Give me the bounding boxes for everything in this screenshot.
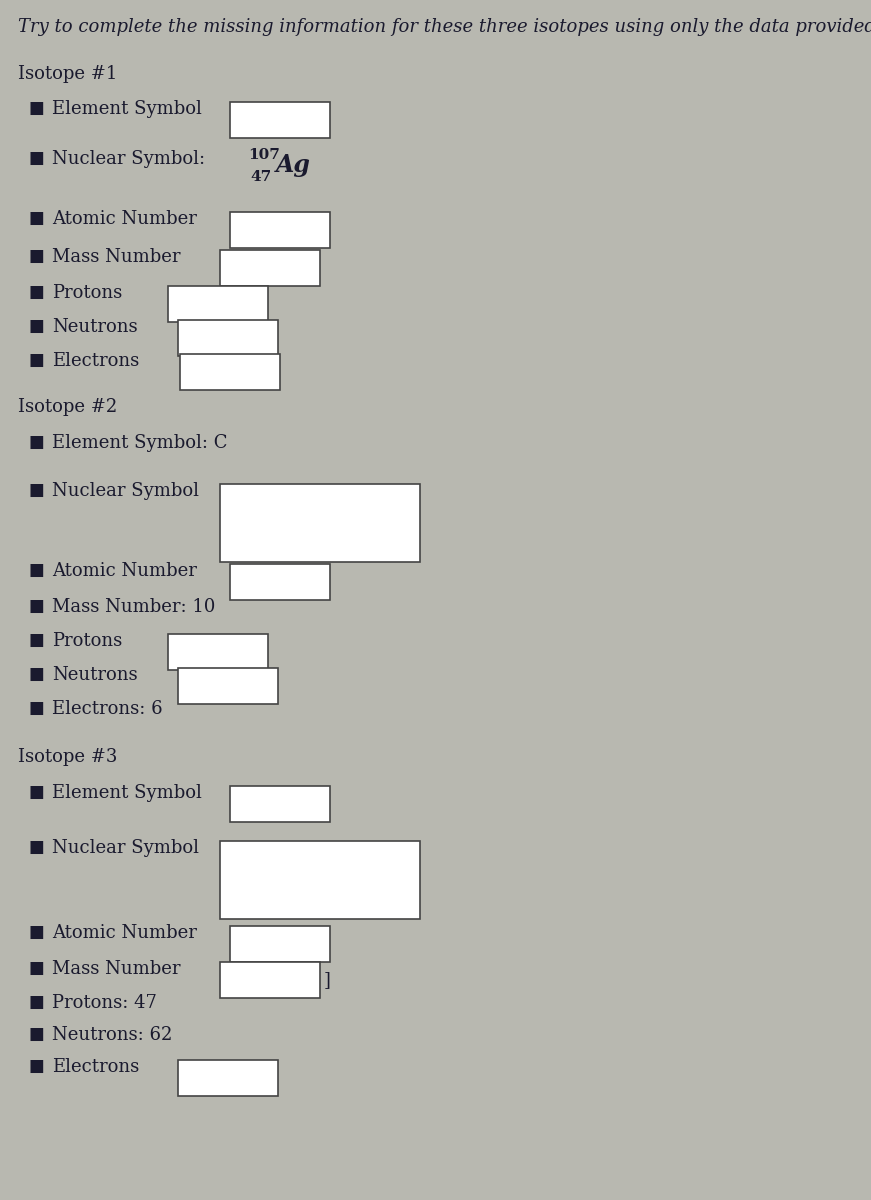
Text: Electrons: Electrons (52, 352, 139, 370)
Bar (168, 286, 268, 322)
Text: Protons: Protons (52, 284, 122, 302)
Text: ■: ■ (28, 924, 44, 941)
Bar (180, 354, 280, 390)
Bar (230, 786, 330, 822)
Text: ■: ■ (28, 284, 44, 301)
Bar (230, 102, 330, 138)
Text: Element Symbol: C: Element Symbol: C (52, 434, 227, 452)
Text: Electrons: 6: Electrons: 6 (52, 700, 163, 718)
Text: Mass Number: 10: Mass Number: 10 (52, 598, 215, 616)
Text: ■: ■ (28, 994, 44, 1010)
Text: ■: ■ (28, 700, 44, 716)
Text: Atomic Number: Atomic Number (52, 562, 197, 580)
Text: Mass Number: Mass Number (52, 960, 180, 978)
Text: ■: ■ (28, 482, 44, 499)
Text: ■: ■ (28, 318, 44, 335)
Text: ■: ■ (28, 210, 44, 227)
Text: ]: ] (323, 971, 330, 989)
Bar (178, 1060, 278, 1096)
Text: Protons: Protons (52, 632, 122, 650)
Text: Atomic Number: Atomic Number (52, 924, 197, 942)
Text: Isotope #3: Isotope #3 (18, 748, 118, 766)
Text: ■: ■ (28, 598, 44, 614)
Text: ■: ■ (28, 784, 44, 802)
Text: Protons: 47: Protons: 47 (52, 994, 157, 1012)
Text: Neutrons: Neutrons (52, 666, 138, 684)
Text: Element Symbol: Element Symbol (52, 784, 202, 802)
Text: ■: ■ (28, 666, 44, 683)
Bar (230, 926, 330, 962)
Text: Ag: Ag (276, 152, 311, 176)
Text: Nuclear Symbol: Nuclear Symbol (52, 839, 199, 857)
Text: Mass Number: Mass Number (52, 248, 180, 266)
Text: Atomic Number: Atomic Number (52, 210, 197, 228)
Bar (168, 634, 268, 670)
Text: Electrons: Electrons (52, 1058, 139, 1076)
Text: ■: ■ (28, 1058, 44, 1075)
Bar (220, 962, 321, 998)
Text: Nuclear Symbol: Nuclear Symbol (52, 482, 199, 500)
Text: 107: 107 (248, 148, 280, 162)
Bar (220, 250, 321, 286)
Text: ■: ■ (28, 960, 44, 977)
Text: Neutrons: 62: Neutrons: 62 (52, 1026, 172, 1044)
Text: Isotope #2: Isotope #2 (18, 398, 118, 416)
Bar (178, 668, 278, 704)
Text: 47: 47 (250, 170, 271, 184)
Text: Isotope #1: Isotope #1 (18, 65, 118, 83)
Bar (220, 484, 421, 562)
Bar (230, 564, 330, 600)
Bar (178, 320, 278, 356)
Text: ■: ■ (28, 352, 44, 370)
Text: ■: ■ (28, 100, 44, 116)
Text: ■: ■ (28, 632, 44, 649)
Bar (230, 212, 330, 248)
Bar (220, 841, 421, 919)
Text: ■: ■ (28, 839, 44, 856)
Text: ■: ■ (28, 248, 44, 265)
Text: Neutrons: Neutrons (52, 318, 138, 336)
Text: ■: ■ (28, 434, 44, 451)
Text: Try to complete the missing information for these three isotopes using only the : Try to complete the missing information … (18, 18, 871, 36)
Text: ■: ■ (28, 562, 44, 578)
Text: Nuclear Symbol:: Nuclear Symbol: (52, 150, 206, 168)
Text: Element Symbol: Element Symbol (52, 100, 202, 118)
Text: ■: ■ (28, 150, 44, 167)
Text: ■: ■ (28, 1026, 44, 1043)
